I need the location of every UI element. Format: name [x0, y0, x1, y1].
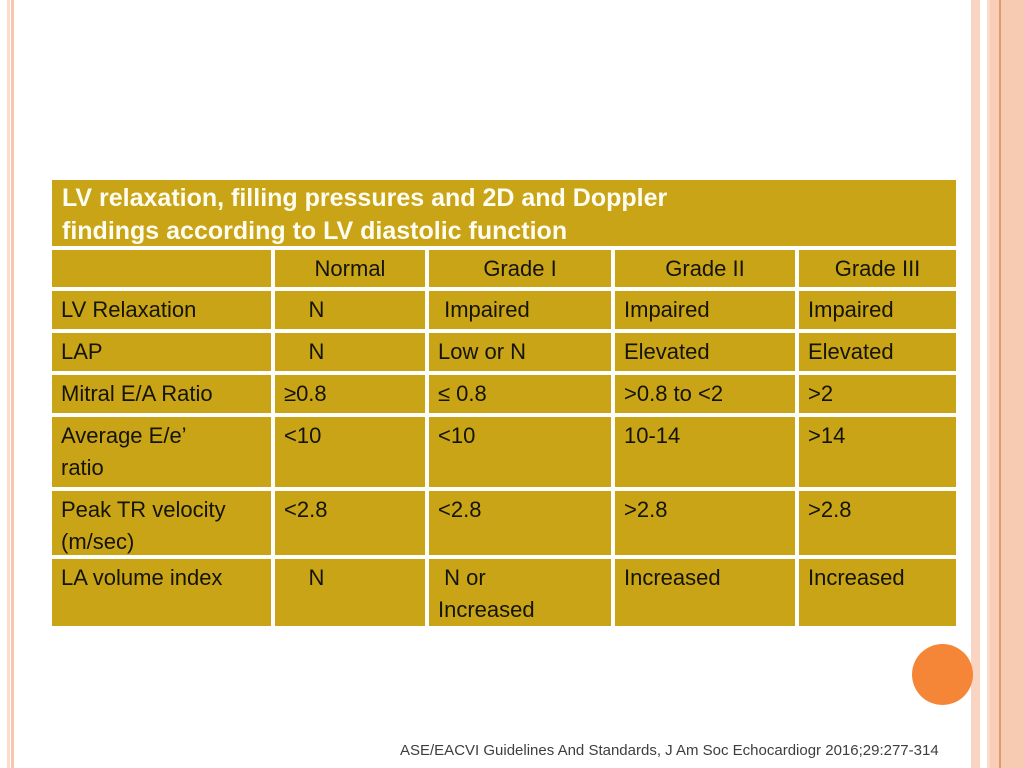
row-label: LV Relaxation	[52, 291, 271, 329]
value-cell: Elevated	[799, 333, 956, 371]
citation-text: ASE/EACVI Guidelines And Standards, J Am…	[400, 742, 939, 759]
value-cell: Elevated	[615, 333, 795, 371]
value-cell: N or Increased	[429, 559, 611, 626]
value-cell: Increased	[799, 559, 956, 626]
row-label: Peak TR velocity (m/sec)	[52, 491, 271, 555]
right-border-stripe	[971, 0, 980, 768]
value-cell: >0.8 to <2	[615, 375, 795, 413]
left-border-stripe-outer	[7, 0, 10, 768]
value-cell: Impaired	[429, 291, 611, 329]
row-label: Average E/e’ ratio	[52, 417, 271, 487]
value-cell: ≥0.8	[275, 375, 425, 413]
table-title: LV relaxation, filling pressures and 2D …	[52, 180, 956, 246]
column-header: Grade II	[615, 250, 795, 287]
diastolic-function-table: LV relaxation, filling pressures and 2D …	[52, 180, 956, 626]
decorative-circle	[912, 644, 973, 705]
value-cell: >2.8	[615, 491, 795, 555]
value-cell: >14	[799, 417, 956, 487]
left-border-stripe-inner	[10, 0, 14, 768]
value-cell: <2.8	[275, 491, 425, 555]
value-cell: Low or N	[429, 333, 611, 371]
left-border-stripes	[7, 0, 14, 768]
right-border-band	[987, 0, 1024, 768]
value-cell: <2.8	[429, 491, 611, 555]
value-cell: >2	[799, 375, 956, 413]
value-cell: Impaired	[615, 291, 795, 329]
column-header: Normal	[275, 250, 425, 287]
row-label: LA volume index	[52, 559, 271, 626]
value-cell: N	[275, 559, 425, 626]
right-border-band-fill	[1001, 0, 1024, 768]
value-cell: <10	[429, 417, 611, 487]
value-cell: Increased	[615, 559, 795, 626]
value-cell: >2.8	[799, 491, 956, 555]
row-label: Mitral E/A Ratio	[52, 375, 271, 413]
right-border-band-line	[999, 0, 1001, 768]
value-cell: <10	[275, 417, 425, 487]
column-header: Grade I	[429, 250, 611, 287]
right-border-band-highlight	[987, 0, 990, 768]
value-cell: ≤ 0.8	[429, 375, 611, 413]
value-cell: Impaired	[799, 291, 956, 329]
row-label: LAP	[52, 333, 271, 371]
value-cell: 10-14	[615, 417, 795, 487]
value-cell: N	[275, 333, 425, 371]
value-cell: N	[275, 291, 425, 329]
header-cell-empty	[52, 250, 271, 287]
column-header: Grade III	[799, 250, 956, 287]
